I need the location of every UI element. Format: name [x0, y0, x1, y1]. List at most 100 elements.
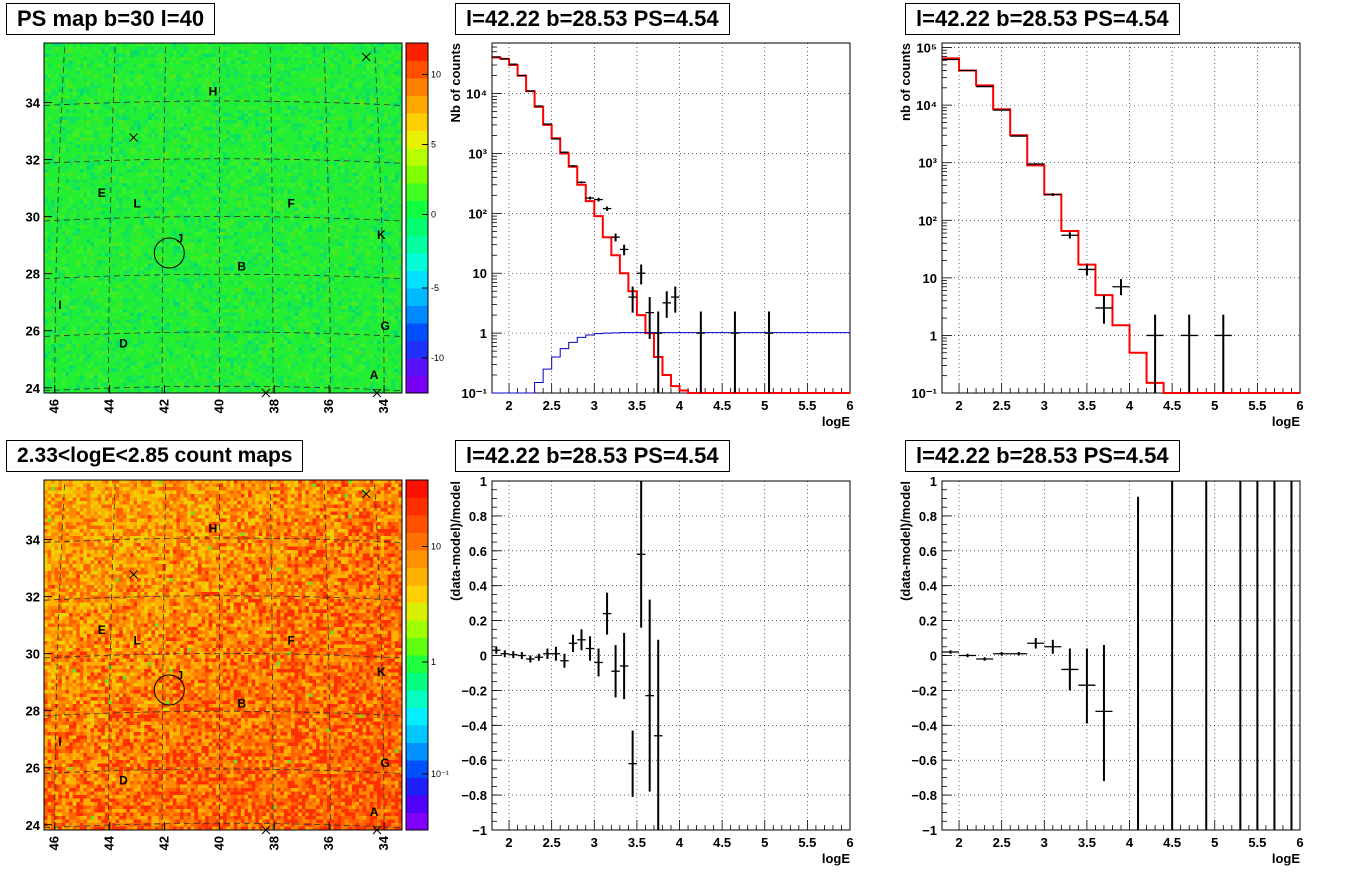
- spectrum-reb-xtick-label: 6: [1296, 398, 1303, 413]
- count-map-cross-marker: [129, 570, 138, 579]
- ps-map-ytick-label: 26: [26, 324, 40, 339]
- ps-map-cross-marker: [361, 52, 371, 62]
- ps-map-meridian: [269, 42, 274, 394]
- count-map-parallel: [43, 710, 403, 717]
- count-map-colorbar-label: 1: [431, 657, 436, 667]
- count-map-colorbar-frame: [405, 479, 429, 831]
- spectrum-all-model-line-1: [492, 332, 850, 394]
- ps-map-xtick-label: 46: [47, 399, 62, 413]
- ps-map-colorbar-cell: [406, 130, 428, 149]
- ps-map-colorbar-cell: [406, 323, 428, 341]
- residual-reb-xtick-label: 3: [1041, 835, 1048, 850]
- residual-all-ytick-label: −0.8: [461, 788, 487, 803]
- ps-map-ytick-label: 32: [26, 153, 40, 168]
- ps-map-source-label: L: [134, 197, 141, 211]
- residual-reb-xtick-label: 4.5: [1163, 835, 1181, 850]
- count-map-ytick-label: 28: [26, 704, 40, 719]
- count-map-xtick-label: 42: [157, 836, 172, 850]
- residual-all-ytick-label: −0.2: [461, 683, 487, 698]
- spectrum-all-title: l=42.22 b=28.53 PS=4.54: [455, 3, 730, 35]
- ps-map-source-label: I: [58, 298, 61, 312]
- count-map-cross-marker: [361, 489, 371, 499]
- ps-map-parallel: [43, 331, 403, 337]
- spectrum-all-xtick-label: 5: [761, 398, 768, 413]
- ps-map-meridian: [374, 42, 385, 394]
- ps-map-ytick-label: 24: [26, 381, 41, 396]
- residual-reb-ytick-label: 1: [930, 474, 937, 489]
- residual-all-xtick-label: 2.5: [543, 835, 561, 850]
- ps-map-colorbar-cell: [406, 375, 428, 394]
- ps-map-colorbar-cell: [406, 288, 428, 306]
- residual-reb-panel: 2 2.5 3 3.5 4 4.5 5 5.5 6 −1 −0.8 −0.6 −0.4 −0.2 0 0.2 0…: [898, 474, 1304, 866]
- count-map-parallel: [43, 537, 403, 543]
- residual-all-xtick-label: 4: [676, 835, 684, 850]
- spectrum-all-ytick-label: 10⁻¹: [461, 386, 487, 401]
- ps-map-colorbar-cell: [406, 200, 428, 219]
- count-map-cross-marker: [261, 825, 271, 835]
- ps-map-colorbar-cell: [406, 148, 428, 166]
- count-map-colorbar-cell: [406, 812, 428, 831]
- spectrum-all-xtick-label: 3.5: [628, 398, 646, 413]
- count-map-colorbar-cell: [406, 690, 428, 708]
- spectrum-all-ytick-label: 10³: [468, 146, 487, 161]
- count-map-parallel: [43, 768, 403, 774]
- count-map-title: 2.33<logE<2.85 count maps: [6, 440, 304, 472]
- count-map-colorbar-cell: [406, 742, 428, 761]
- count-map-ytick-label: 30: [26, 647, 40, 662]
- count-map-ytick-label: 24: [26, 818, 41, 833]
- ps-map-source-label: G: [381, 319, 390, 333]
- count-map-colorbar-cell: [406, 480, 428, 498]
- ps-map-ytick-label: 34: [26, 96, 41, 111]
- residual-all-panel: 2 2.5 3 3.5 4 4.5 5 5.5 6 −1 −0.8 −0.6 −0.4 −0.2 0 0.2 0…: [448, 474, 854, 866]
- count-map-colorbar-cell: [406, 777, 428, 796]
- ps-map-colorbar-cell: [406, 235, 428, 254]
- ps-map-colorbar-cell: [406, 253, 428, 271]
- count-map-colorbar-cell: [406, 585, 428, 603]
- ps-map-xtick-label: 34: [376, 398, 391, 413]
- spectrum-reb-title: l=42.22 b=28.53 PS=4.54: [905, 3, 1180, 35]
- residual-reb-ytick-label: −1: [922, 823, 937, 838]
- spectrum-all-ylabel: Nb of counts: [448, 43, 463, 122]
- spectrum-reb-ytick-label: 10³: [918, 156, 937, 171]
- spectrum-reb-model-line-0: [942, 57, 1300, 394]
- ps-map-colorbar-cell: [406, 305, 428, 324]
- residual-all-xtick-label: 2: [505, 835, 512, 850]
- ps-map-title: PS map b=30 l=40: [6, 3, 216, 35]
- residual-reb-xtick-label: 2: [955, 835, 962, 850]
- count-map-ytick-label: 26: [26, 761, 40, 776]
- count-map-xtick-label: 44: [102, 835, 117, 850]
- residual-reb-xtick-label: 4: [1126, 835, 1134, 850]
- count-map-meridian: [54, 479, 66, 831]
- ps-map-colorbar-cell: [406, 340, 428, 359]
- residual-all-xtick-label: 4.5: [713, 835, 731, 850]
- ps-map-cross-marker: [372, 388, 382, 398]
- count-map-colorbar-cell: [406, 655, 428, 673]
- count-map-source-label: G: [381, 756, 390, 770]
- residual-reb-ytick-label: −0.8: [911, 788, 937, 803]
- count-map-source-label: L: [134, 634, 141, 648]
- count-map-colorbar-label: 10: [431, 542, 441, 552]
- residual-all-xlabel: logE: [822, 851, 850, 866]
- spectrum-reb-xtick-label: 4.5: [1163, 398, 1181, 413]
- spectrum-all-xtick-label: 6: [846, 398, 853, 413]
- spectrum-all-xlabel: logE: [822, 414, 850, 429]
- residual-all-ytick-label: −0.6: [461, 753, 487, 768]
- spectrum-reb-xtick-label: 4: [1126, 398, 1134, 413]
- count-map-colorbar-cell: [406, 532, 428, 551]
- residual-all-xtick-label: 5.5: [798, 835, 816, 850]
- residual-reb-ytick-label: 0.6: [919, 544, 937, 559]
- count-map-panel: 46 44 42 40 38 36 34 24 26 28 30 32 34 H E L F J K B I G D A 10 1…: [26, 479, 449, 850]
- spectrum-all-panel: 2 2.5 3 3.5 4 4.5 5 5.5 6 10⁻¹ 1 10 10² 10³ 10⁴ logE Nb …: [448, 42, 854, 429]
- count-map-source-circle: [153, 674, 185, 706]
- residual-reb-ytick-label: 0.2: [919, 614, 937, 629]
- ps-map-colorbar-cell: [406, 183, 428, 201]
- spectrum-all-frame: [491, 42, 851, 394]
- spectrum-reb-xtick-label: 3: [1041, 398, 1048, 413]
- ps-map-parallel: [43, 100, 403, 106]
- residual-reb-xtick-label: 6: [1296, 835, 1303, 850]
- count-map-ytick-label: 34: [26, 533, 41, 548]
- spectrum-all-xtick-label: 2: [505, 398, 512, 413]
- count-map-xtick-label: 36: [321, 836, 336, 850]
- count-map-colorbar-cell: [406, 550, 428, 568]
- ps-map-meridian: [54, 42, 66, 394]
